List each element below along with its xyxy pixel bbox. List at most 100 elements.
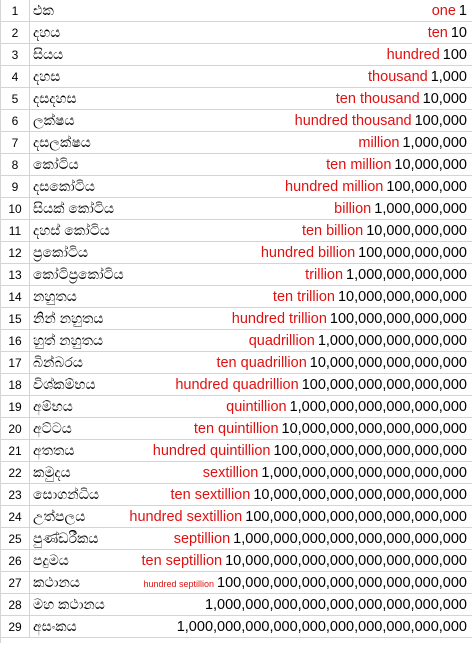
sinhala-name-cell[interactable]: දසකෝටිය: [29, 175, 129, 198]
english-name: ten septillion: [141, 552, 223, 569]
row-number-cell[interactable]: 12: [1, 241, 30, 264]
row-number-cell[interactable]: 15: [1, 307, 30, 330]
sinhala-name-cell[interactable]: දහය: [29, 21, 129, 44]
value-cell[interactable]: sextillion 1,000,000,000,000,000,000,000: [129, 461, 472, 484]
table-row: 17 බින්බරය ten quadrillion 10,000,000,000,0…: [1, 351, 472, 374]
row-number-cell[interactable]: 4: [1, 65, 30, 88]
value-cell[interactable]: ten quintillion 10,000,000,000,000,000,00…: [129, 417, 472, 440]
sinhala-name-cell[interactable]: උත්පලය: [29, 505, 129, 528]
value-cell[interactable]: hundred quintillion 100,000,000,000,000,0…: [129, 439, 472, 462]
row-number-cell[interactable]: 19: [1, 395, 30, 418]
value-cell[interactable]: ten billion 10,000,000,000: [129, 219, 472, 242]
sinhala-name-cell[interactable]: අම්භය: [29, 395, 129, 418]
sinhala-name-cell[interactable]: කමුදය: [29, 461, 129, 484]
numeric-value: 1,000,000,000,000,000,000,000,000,000: [204, 596, 467, 613]
row-number-cell[interactable]: 1: [1, 0, 30, 22]
english-name: trillion: [305, 266, 344, 283]
sinhala-name-cell[interactable]: කෝටිය: [29, 153, 129, 176]
sinhala-name-cell[interactable]: එක: [29, 0, 129, 22]
value-cell[interactable]: one 1: [129, 0, 472, 22]
value-cell[interactable]: hundred septillion 100,000,000,000,000,00…: [129, 571, 472, 594]
sinhala-name-cell[interactable]: ලක්ෂය: [29, 109, 129, 132]
sinhala-name-cell[interactable]: දසදහස: [29, 87, 129, 110]
value-cell[interactable]: ten septillion 10,000,000,000,000,000,000…: [129, 549, 472, 572]
value-cell[interactable]: 1,000,000,000,000,000,000,000,000,000: [129, 593, 472, 616]
sinhala-name-cell[interactable]: දසලක්ෂය: [29, 131, 129, 154]
sinhala-name-cell[interactable]: සියය: [29, 43, 129, 66]
english-name: thousand: [368, 68, 428, 85]
row-number-cell[interactable]: 21: [1, 439, 30, 462]
english-name: quadrillion: [248, 332, 315, 349]
sinhala-name-cell[interactable]: දහස: [29, 65, 129, 88]
row-number-cell[interactable]: 27: [1, 571, 30, 594]
row-number-cell[interactable]: 10: [1, 197, 30, 220]
value-cell[interactable]: thousand 1,000: [129, 65, 472, 88]
value-cell[interactable]: trillion 1,000,000,000,000: [129, 263, 472, 286]
sinhala-name-cell[interactable]: විශ්කම්භය: [29, 373, 129, 396]
row-number-cell[interactable]: 14: [1, 285, 30, 308]
sinhala-name-cell[interactable]: මහ කථානය: [29, 593, 129, 616]
row-number-cell[interactable]: 28: [1, 593, 30, 616]
value-cell[interactable]: hundred trillion 100,000,000,000,000: [129, 307, 472, 330]
value-cell[interactable]: hundred 100: [129, 43, 472, 66]
row-number-cell[interactable]: 2: [1, 21, 30, 44]
sinhala-name-cell[interactable]: පුණ්ඩරීකය: [29, 527, 129, 550]
value-cell[interactable]: ten thousand 10,000: [129, 87, 472, 110]
row-number-cell[interactable]: 26: [1, 549, 30, 572]
numeric-value: 1: [458, 2, 467, 19]
row-number-cell[interactable]: 22: [1, 461, 30, 484]
sinhala-name-cell[interactable]: කථානය: [29, 571, 129, 594]
sinhala-name-cell[interactable]: සියක් කෝටිය: [29, 197, 129, 220]
sinhala-name-cell[interactable]: අසංකය: [29, 615, 129, 638]
row-number-cell[interactable]: 8: [1, 153, 30, 176]
row-number-cell[interactable]: 29: [1, 615, 30, 638]
sinhala-name-cell[interactable]: පදුමය: [29, 549, 129, 572]
row-number-cell[interactable]: 3: [1, 43, 30, 66]
row-number-cell[interactable]: 24: [1, 505, 30, 528]
row-number-cell[interactable]: 18: [1, 373, 30, 396]
row-number-cell[interactable]: 5: [1, 87, 30, 110]
sinhala-name-cell[interactable]: නින් නහුතය: [29, 307, 129, 330]
value-cell[interactable]: million 1,000,000: [129, 131, 472, 154]
english-name: ten: [427, 24, 448, 41]
sinhala-name-cell[interactable]: ප්‍රකෝටිය: [29, 241, 129, 264]
value-cell[interactable]: ten trillion 10,000,000,000,000: [129, 285, 472, 308]
value-cell[interactable]: 1,000,000,000,000,000,000,000,000,000,00…: [129, 615, 472, 638]
value-cell[interactable]: billion 1,000,000,000: [129, 197, 472, 220]
row-number-cell[interactable]: 6: [1, 109, 30, 132]
row-number-cell[interactable]: 20: [1, 417, 30, 440]
table-row: 24 උත්පලය hundred sextillion 100,000,000,00…: [1, 505, 472, 528]
value-cell[interactable]: quintillion 1,000,000,000,000,000,000: [129, 395, 472, 418]
row-number-cell[interactable]: 25: [1, 527, 30, 550]
value-cell[interactable]: hundred million 100,000,000: [129, 175, 472, 198]
sinhala-name-cell[interactable]: බින්බරය: [29, 351, 129, 374]
sinhala-name-cell[interactable]: සොගන්ධිය: [29, 483, 129, 506]
table-row: 3 සියය hundred 100: [1, 43, 472, 66]
value-cell[interactable]: ten quadrillion 10,000,000,000,000,000: [129, 351, 472, 374]
row-number-cell[interactable]: 11: [1, 219, 30, 242]
value-cell[interactable]: hundred sextillion 100,000,000,000,000,00…: [129, 505, 472, 528]
value-cell[interactable]: hundred quadrillion 100,000,000,000,000,0…: [129, 373, 472, 396]
english-name: ten million: [326, 156, 392, 173]
row-number-cell[interactable]: 23: [1, 483, 30, 506]
sinhala-name-cell[interactable]: අට්ටය: [29, 417, 129, 440]
row-number-cell[interactable]: 7: [1, 131, 30, 154]
value-cell[interactable]: ten sextillion 10,000,000,000,000,000,000…: [129, 483, 472, 506]
row-number-cell[interactable]: 13: [1, 263, 30, 286]
value-cell[interactable]: septillion 1,000,000,000,000,000,000,000,…: [129, 527, 472, 550]
sinhala-name-cell[interactable]: නහුතය: [29, 285, 129, 308]
numeric-value: 10,000,000,000,000,000: [309, 354, 467, 371]
value-cell[interactable]: hundred billion 100,000,000,000: [129, 241, 472, 264]
row-number-cell[interactable]: 16: [1, 329, 30, 352]
value-cell[interactable]: hundred thousand 100,000: [129, 109, 472, 132]
numeric-value: 100: [442, 46, 467, 63]
sinhala-name-cell[interactable]: දහස් කෝටිය: [29, 219, 129, 242]
row-number-cell[interactable]: 17: [1, 351, 30, 374]
sinhala-name-cell[interactable]: හුත් නහුතය: [29, 329, 129, 352]
value-cell[interactable]: ten 10: [129, 21, 472, 44]
sinhala-name-cell[interactable]: කෝටිප්‍රකෝටිය: [29, 263, 129, 286]
sinhala-name-cell[interactable]: අතතය: [29, 439, 129, 462]
value-cell[interactable]: ten million 10,000,000: [129, 153, 472, 176]
row-number-cell[interactable]: 9: [1, 175, 30, 198]
value-cell[interactable]: quadrillion 1,000,000,000,000,000: [129, 329, 472, 352]
